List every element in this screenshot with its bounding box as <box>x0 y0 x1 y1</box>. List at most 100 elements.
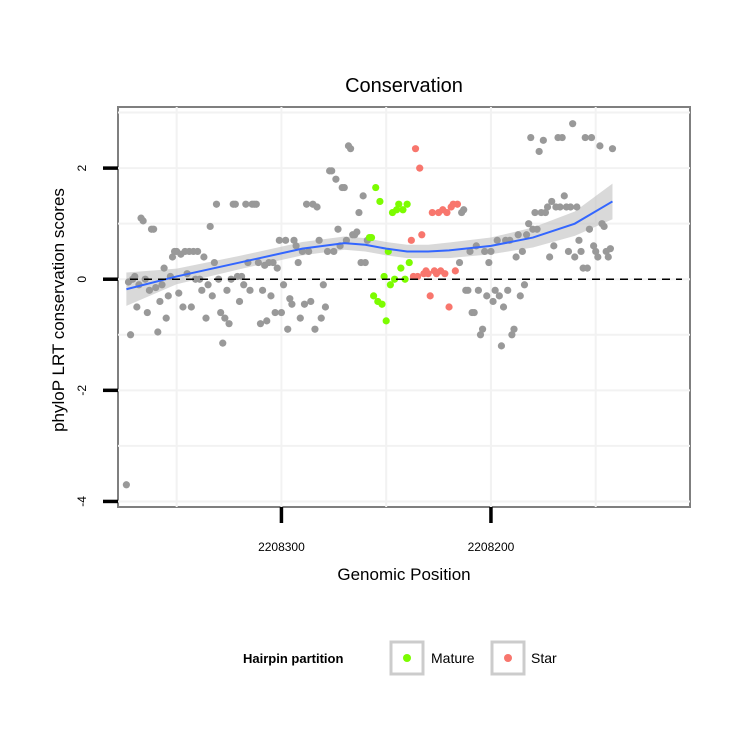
data-point-other <box>495 292 503 300</box>
data-point-mature <box>370 292 378 300</box>
data-point-other <box>512 253 520 261</box>
data-point-other <box>535 147 543 156</box>
data-point-mature <box>397 264 405 272</box>
data-point-other <box>311 325 319 333</box>
data-point-other <box>564 247 573 256</box>
data-point-other <box>196 275 204 283</box>
data-point-other <box>210 258 218 267</box>
data-point-other <box>581 133 589 142</box>
data-point-other <box>246 286 254 294</box>
data-point-other <box>361 258 369 267</box>
data-point-star <box>424 270 432 278</box>
data-point-other <box>583 264 591 272</box>
x-tick-label: 2208300 <box>258 540 305 554</box>
data-point-mature <box>393 206 401 214</box>
y-tick-label: -4 <box>75 496 89 507</box>
data-point-other <box>164 292 172 300</box>
data-point-other <box>258 286 267 294</box>
data-point-other <box>334 225 342 233</box>
data-point-other <box>359 192 367 200</box>
data-point-star <box>407 236 415 244</box>
data-point-other <box>179 303 187 311</box>
data-point-other <box>569 120 577 128</box>
data-point-other <box>263 317 271 325</box>
data-point-other <box>198 286 206 294</box>
data-point-other <box>340 183 348 192</box>
data-point-other <box>548 197 556 206</box>
data-point-other <box>556 203 564 211</box>
data-point-other <box>313 203 321 211</box>
data-point-other <box>202 314 210 322</box>
data-point-other <box>223 286 231 294</box>
x-tick-label: 2208200 <box>468 540 515 554</box>
data-point-other <box>217 308 225 317</box>
data-point-other <box>330 247 338 256</box>
data-point-other <box>546 253 554 261</box>
data-point-other <box>273 264 281 272</box>
data-point-star <box>428 208 436 217</box>
data-point-other <box>154 328 162 336</box>
data-point-other <box>256 320 265 328</box>
x-axis-label: Genomic Position <box>337 565 470 584</box>
legend-label-mature: Mature <box>431 650 475 666</box>
data-point-mature <box>401 275 409 283</box>
data-point-mature <box>395 200 403 208</box>
data-point-other <box>288 300 296 308</box>
smooth-line <box>126 200 613 291</box>
data-point-other <box>143 308 151 317</box>
data-point-other <box>575 236 583 244</box>
data-point-mature <box>380 272 388 281</box>
data-point-other <box>590 242 598 250</box>
data-point-other <box>474 286 482 294</box>
data-point-other <box>497 342 506 350</box>
y-tick-label: 2 <box>75 164 89 171</box>
data-point-other <box>238 272 246 281</box>
data-point-other <box>592 247 600 256</box>
data-point-other <box>539 136 547 144</box>
data-point-other <box>514 231 522 239</box>
data-point-other <box>305 247 313 256</box>
data-point-mature <box>399 206 407 214</box>
data-point-star <box>445 303 453 311</box>
data-point-other <box>240 281 248 289</box>
data-point-other <box>284 325 292 333</box>
legend-dot-mature <box>403 654 411 662</box>
data-point-other <box>275 236 283 244</box>
data-point-other <box>504 286 512 294</box>
data-point-other <box>126 331 135 339</box>
data-point-star <box>426 292 434 300</box>
data-point-other <box>206 222 214 231</box>
data-point-other <box>531 208 539 217</box>
y-axis-label: phyloP LRT conservation scores <box>49 188 68 432</box>
data-point-other <box>323 247 332 256</box>
data-point-other <box>252 200 260 208</box>
data-point-other <box>485 258 493 267</box>
data-point-other <box>543 203 552 211</box>
data-point-other <box>587 133 596 142</box>
data-point-other <box>254 258 262 267</box>
data-point-other <box>267 292 275 300</box>
data-point-mature <box>372 183 380 192</box>
data-point-other <box>200 253 208 261</box>
data-point-other <box>600 222 608 231</box>
data-point-other <box>608 145 617 153</box>
data-point-other <box>520 281 529 289</box>
data-point-other <box>527 133 535 142</box>
data-point-other <box>152 283 160 292</box>
y-axis-ticks: 2 0 -2 -4 <box>75 164 118 507</box>
data-point-star <box>451 267 459 275</box>
data-point-other <box>122 481 130 489</box>
data-point-other <box>242 200 250 208</box>
data-point-mature <box>376 197 384 206</box>
data-point-mature <box>403 200 411 208</box>
legend: Hairpin partition Mature Star <box>243 640 557 676</box>
data-point-other <box>585 225 594 233</box>
data-point-other <box>594 253 602 261</box>
data-point-other <box>294 258 302 267</box>
data-point-other <box>187 303 195 311</box>
data-point-other <box>470 308 478 317</box>
data-point-other <box>208 292 216 300</box>
data-point-other <box>355 208 363 217</box>
data-point-mature <box>378 300 386 308</box>
